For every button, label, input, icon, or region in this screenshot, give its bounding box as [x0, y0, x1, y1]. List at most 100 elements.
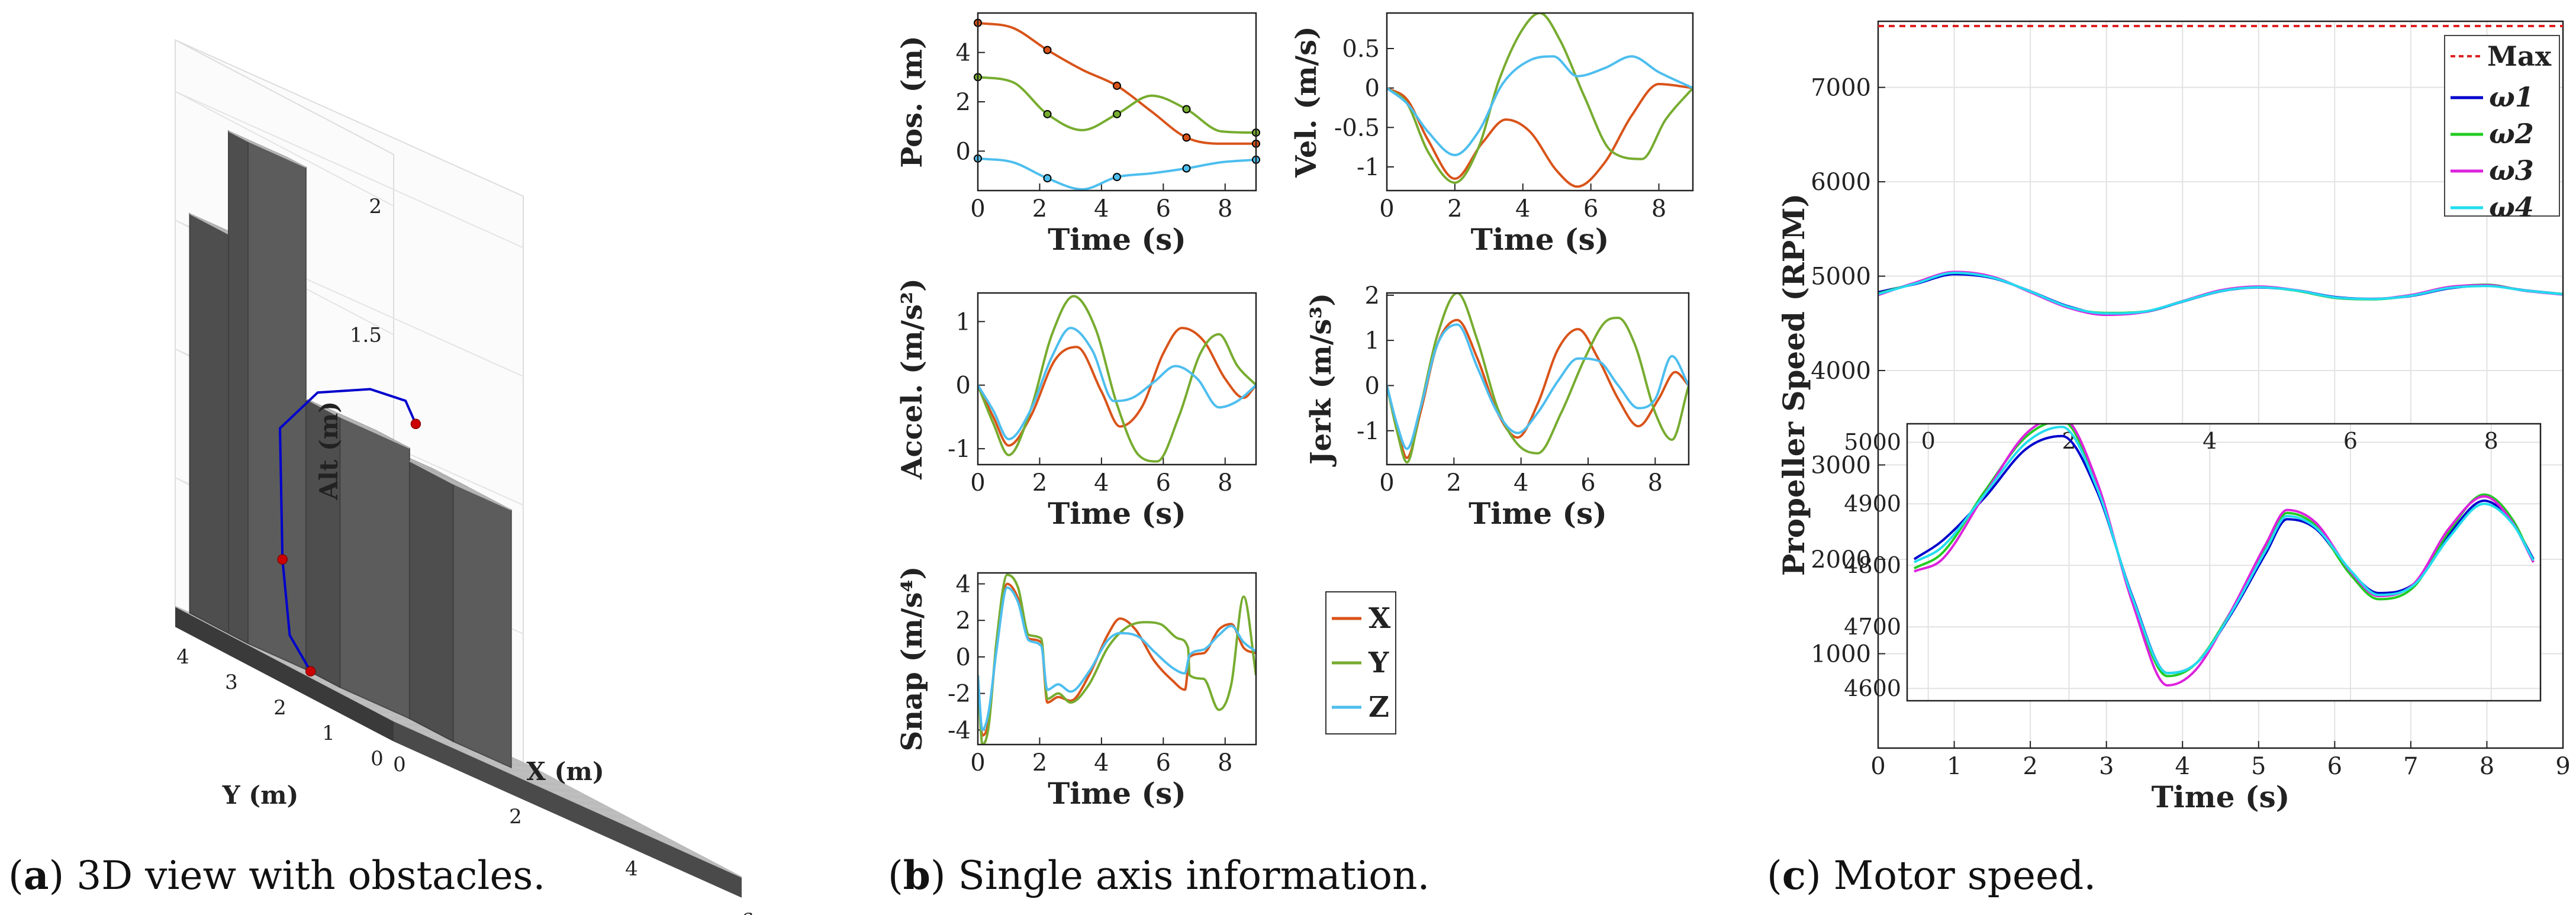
y-tick-label: 5000 — [1811, 263, 1871, 291]
floor-grid-line — [381, 714, 730, 871]
legend-b: XYZ — [1325, 591, 1396, 734]
series-line-Z — [1387, 323, 1689, 450]
y-axis-label: Accel. (m/s²) — [896, 278, 929, 480]
legend-label-ω2: ω2 — [2489, 118, 2534, 150]
series-group — [1387, 13, 1693, 188]
inset-x-tick-label: 6 — [2343, 428, 2358, 454]
y-tick-label: -1 — [948, 436, 971, 463]
y-tick-label: 2 — [956, 89, 971, 116]
obstacle-side-face — [228, 130, 249, 645]
x-tick-label: 8 — [1648, 469, 1663, 497]
obstacle-side-face — [189, 212, 230, 634]
x-tick-label: 8 — [1218, 469, 1232, 497]
z-tick-label: 1.5 — [350, 324, 382, 347]
y-axis-label: Propeller Speed (RPM) — [1776, 194, 1811, 576]
x-axis-label: X (m) — [526, 757, 604, 786]
waypoint-marker — [1182, 164, 1191, 173]
x-tick-label: 0 — [1870, 753, 1885, 780]
top-grid-line — [242, 138, 300, 165]
y-axis-label: Pos. (m) — [896, 36, 929, 167]
axes-box — [1877, 20, 2564, 749]
trajectory-path — [279, 388, 417, 672]
x-tick-label: 0 — [970, 469, 985, 497]
x-axis-label: Time (s) — [1471, 222, 1609, 257]
waypoint — [410, 418, 421, 430]
top-grid-line — [447, 480, 505, 507]
obstacle-top-grid — [305, 398, 410, 449]
y-tick-label: 0 — [956, 372, 971, 399]
top-grid-line — [440, 477, 500, 504]
plot-area — [1387, 293, 1689, 465]
series-line-Z — [978, 586, 1256, 732]
x-tick-label: 2 — [1032, 195, 1047, 223]
axes-box — [977, 292, 1257, 466]
top-grid-line — [236, 134, 294, 162]
legend-box — [2444, 35, 2560, 217]
panel-b-jerk: 0 2 4 6 8 -1 0 1 2 Time (s) Jerk (m/s³) — [1305, 282, 1690, 531]
plot-area — [978, 293, 1256, 465]
y-tick-label: 4 — [956, 571, 971, 598]
waypoint-marker — [1043, 109, 1052, 118]
inset-y-tick-label: 4900 — [1844, 491, 1901, 517]
x-tick-label: 4 — [1094, 749, 1109, 777]
z-axis-label: Alt (m) — [314, 401, 343, 501]
y-axis-label: Vel. (m/s) — [1290, 26, 1323, 178]
top-grid-line — [453, 484, 511, 511]
obstacle-top-grid — [409, 460, 511, 511]
inset-plot-area — [1907, 424, 2540, 701]
panel-b-acc: 0 2 4 6 8 -1 0 1 Time (s) Accel. (m/s²) — [896, 278, 1257, 531]
series-group — [1878, 270, 2563, 316]
x-tick-label: 4 — [2175, 753, 2189, 780]
top-grid-line — [327, 410, 398, 442]
y-tick-label: 0 — [1365, 372, 1380, 399]
y-tick-label: -1 — [1357, 154, 1380, 181]
top-grid-line — [423, 468, 481, 495]
y-tick-label: 0 — [371, 747, 384, 771]
floor-grid-line — [320, 682, 669, 840]
y-tick-label: 1 — [956, 308, 971, 336]
axes-box — [1386, 12, 1694, 192]
x-tick-label: 6 — [1583, 195, 1598, 223]
waypoint — [277, 554, 288, 565]
x-tick-label: 4 — [1094, 469, 1109, 497]
y-tick-label: 1 — [1365, 327, 1380, 355]
inset-x-tick-label: 4 — [2203, 428, 2217, 454]
waypoint-marker — [1113, 173, 1121, 182]
inset-series-line-ω4 — [1913, 426, 2535, 675]
floor-grid-line — [357, 701, 706, 859]
series-line-Z — [978, 327, 1256, 440]
top-grid-line — [340, 416, 410, 449]
y-tick-label: 3000 — [1811, 452, 1871, 479]
waypoint — [305, 666, 316, 676]
waypoint-marker — [1043, 174, 1052, 183]
axes-box — [977, 12, 1257, 192]
top-grid-line — [309, 401, 379, 433]
axes-box — [1386, 292, 1690, 466]
y-tick-label: 4 — [176, 645, 189, 669]
z-tick-label: 2 — [369, 195, 382, 218]
x-tick-label: 2 — [1032, 469, 1047, 497]
series-group — [1387, 293, 1689, 464]
x-axis-label: Time (s) — [2152, 779, 2290, 814]
x-tick-label: 4 — [1515, 195, 1530, 223]
x-tick-label: 6 — [1156, 749, 1171, 777]
x-tick-label: 6 — [1156, 195, 1171, 223]
series-group — [978, 295, 1256, 463]
caption-a: (a) 3D view with obstacles. — [8, 852, 546, 898]
top-grid-line — [333, 413, 404, 446]
y-tick-label: 4000 — [1811, 357, 1871, 385]
obstacle-front-face — [247, 140, 307, 671]
top-grid-line — [229, 131, 288, 159]
x-tick-label: 6 — [2327, 753, 2342, 780]
x-tick-label: 0 — [1379, 469, 1394, 497]
x-tick-label: 6 — [741, 909, 754, 915]
waypoint-marker — [1113, 81, 1121, 90]
waypoint-marker — [1182, 133, 1191, 142]
series-line-Y — [1387, 13, 1693, 184]
legend-label-ω3: ω3 — [2489, 154, 2534, 186]
floor-side-left — [175, 606, 394, 742]
inset-y-tick-label: 5000 — [1844, 429, 1901, 455]
